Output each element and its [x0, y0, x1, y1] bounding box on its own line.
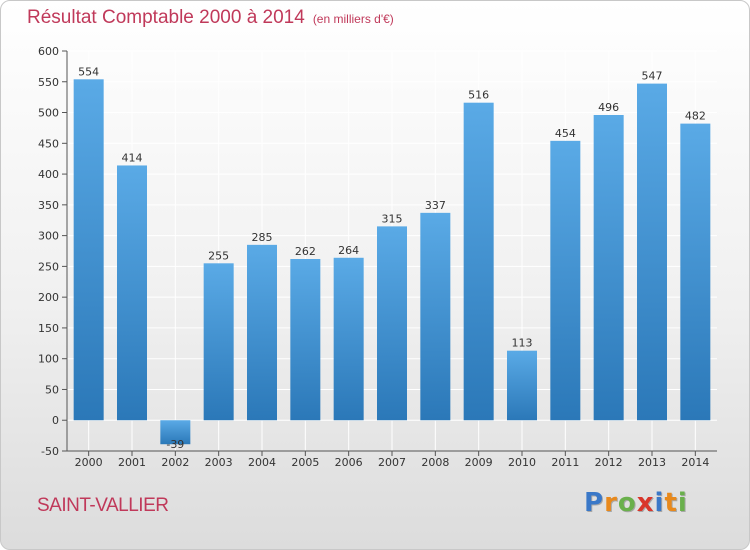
place-name: SAINT-VALLIER: [37, 495, 169, 516]
bar: [377, 226, 407, 421]
bar: [203, 263, 234, 421]
logo-letter: o: [617, 488, 637, 518]
bar: [333, 257, 364, 421]
bars: [73, 79, 711, 445]
bar: [420, 212, 451, 421]
x-tick-label: 2011: [551, 456, 579, 469]
x-tick-label: 2009: [465, 456, 493, 469]
x-tick-label: 2000: [75, 456, 103, 469]
x-tick-label: 2012: [595, 456, 623, 469]
data-label: 262: [295, 245, 316, 258]
x-tick-label: 2001: [118, 456, 146, 469]
bar: [73, 79, 104, 421]
x-tick-label: 2008: [421, 456, 449, 469]
y-tick-label: 600: [38, 45, 59, 58]
data-label: 547: [642, 70, 663, 83]
logo-letter: r: [604, 488, 618, 518]
x-tick-label: 2004: [248, 456, 276, 469]
bar: [160, 420, 191, 445]
x-tick-label: 2003: [205, 456, 233, 469]
x-tick-label: 2007: [378, 456, 406, 469]
y-tick-label: 150: [38, 322, 59, 335]
x-tick-label: 2010: [508, 456, 536, 469]
title-text: Résultat Comptable 2000 à 2014: [27, 7, 305, 28]
logo-letter: t: [664, 488, 678, 518]
data-label: 516: [468, 89, 489, 102]
bar: [463, 102, 494, 421]
bar: [550, 140, 581, 421]
y-tick-label: 300: [38, 230, 59, 243]
data-label: 264: [338, 244, 359, 257]
logo-letter: x: [636, 488, 655, 518]
data-label: 482: [685, 110, 706, 123]
data-label: 337: [425, 199, 446, 212]
y-tick-label: 250: [38, 260, 59, 273]
proxiti-logo[interactable]: Proxiti: [584, 488, 688, 518]
y-tick-label: 0: [52, 414, 59, 427]
bar: [290, 259, 321, 421]
data-label: 454: [555, 127, 576, 140]
logo-letter: i: [654, 488, 665, 518]
y-tick-label: 450: [38, 137, 59, 150]
data-label: 554: [78, 65, 99, 78]
x-tick-label: 2005: [291, 456, 319, 469]
data-label: 496: [598, 101, 619, 114]
bar: [117, 165, 147, 421]
chart-subtitle: (en milliers d'€): [312, 12, 394, 26]
data-label: 414: [122, 151, 143, 164]
x-tick-label: 2013: [638, 456, 666, 469]
bar: [507, 350, 537, 421]
bar: [637, 83, 667, 421]
x-tick-label: 2002: [161, 456, 189, 469]
y-tick-label: 350: [38, 199, 59, 212]
y-tick-label: 200: [38, 291, 59, 304]
x-tick-label: 2014: [681, 456, 709, 469]
axes: [62, 50, 717, 456]
y-tick-label: 550: [38, 76, 59, 89]
y-tick-label: 100: [38, 353, 59, 366]
data-label: 285: [252, 231, 273, 244]
bar: [247, 244, 277, 421]
data-label: 255: [208, 249, 229, 262]
data-label: 113: [512, 337, 533, 350]
data-labels: 554 414 -39 255 285 262 264 315 337 516 113 454 496 5…: [78, 65, 706, 451]
tick-labels: -50 0 50 100 150 200 250 300 350 400 450 500 550 600 2…: [38, 45, 709, 469]
bar: [680, 123, 711, 421]
chart-title: Résultat Comptable 2000 à 2014 (en millie…: [27, 7, 394, 29]
bar: [593, 115, 624, 421]
data-label: 315: [382, 212, 403, 225]
logo-letter: i: [677, 488, 688, 518]
data-label: -39: [166, 438, 184, 451]
y-tick-label: 400: [38, 168, 59, 181]
x-tick-label: 2006: [335, 456, 363, 469]
logo-letter: P: [584, 488, 605, 518]
y-tick-label: 500: [38, 107, 59, 120]
y-tick-label: 50: [45, 383, 59, 396]
y-tick-label: -50: [41, 445, 59, 458]
